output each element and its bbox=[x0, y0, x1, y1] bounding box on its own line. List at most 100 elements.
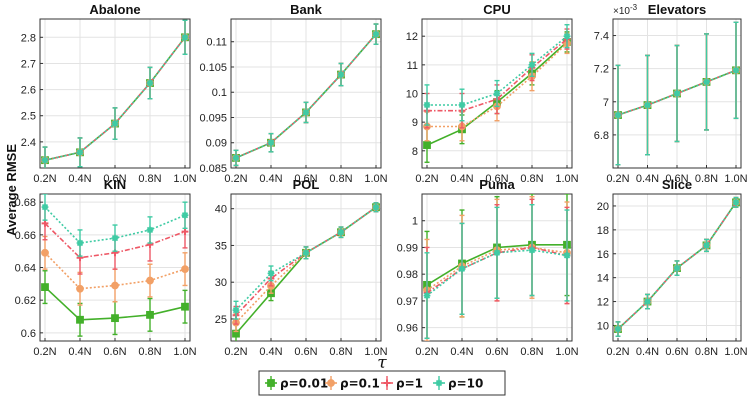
x-tick-label: 0.2N bbox=[33, 173, 56, 185]
data-point bbox=[146, 276, 154, 285]
y-tick-label: 0.105 bbox=[199, 62, 227, 74]
y-tick-label: 7.4 bbox=[594, 31, 609, 43]
legend-marker bbox=[327, 379, 335, 387]
panel-slice: Slice 10 12 14 16 18 20 0.2N 0.4N 0.6N 0.8N 1.0N bbox=[597, 177, 747, 358]
x-tick-label: 0.6N bbox=[485, 346, 508, 358]
x-tick-label: 0.4N bbox=[636, 173, 659, 185]
x-tick-label: 0.2N bbox=[224, 346, 247, 358]
y-tick-label: 10 bbox=[406, 89, 418, 101]
x-tick-label: 1.0N bbox=[555, 173, 578, 185]
exponent-label: ×10-3 bbox=[613, 3, 638, 17]
x-tick-label: 1.0N bbox=[724, 346, 747, 358]
series-line bbox=[427, 38, 568, 112]
y-tick-label: 40 bbox=[215, 204, 227, 216]
series-group bbox=[614, 21, 740, 166]
x-tick-label: 0.4N bbox=[68, 173, 91, 185]
x-tick-label: 0.2N bbox=[606, 173, 629, 185]
panel-kin: KIN 0.6 0.62 0.64 0.66 0.68 0.2N 0.4N 0.6N 0.8N 1.… bbox=[15, 177, 197, 358]
panel-title: POL bbox=[293, 177, 320, 192]
legend-marker bbox=[267, 379, 275, 387]
legend-item: ρ=10 bbox=[433, 376, 483, 391]
y-tick-label: 12 bbox=[597, 297, 609, 309]
x-tick-label: 0.8N bbox=[520, 346, 543, 358]
y-tick-label: 0.09 bbox=[206, 138, 227, 150]
y-tick-label: 7.2 bbox=[594, 64, 609, 76]
panel-puma: Puma 0.96 0.97 0.98 0.99 1 0.2N 0.4N 0.6N 0.8N 1.0… bbox=[397, 177, 579, 358]
y-tick-label: 18 bbox=[597, 225, 609, 237]
x-tick-label: 0.6N bbox=[665, 173, 688, 185]
x-tick-label: 0.2N bbox=[33, 346, 56, 358]
data-point bbox=[181, 228, 189, 235]
y-tick-label: 0.66 bbox=[15, 230, 36, 242]
x-tick-label: 1.0N bbox=[555, 346, 578, 358]
y-tick-label: 0.97 bbox=[397, 296, 418, 308]
x-tick-label: 0.2N bbox=[415, 346, 438, 358]
y-tick-label: 30 bbox=[215, 277, 227, 289]
panel-abalone: Abalone 2.4 2.5 2.6 2.7 2.8 0.2N 0.4N 0.6N 0.8N 1.… bbox=[21, 2, 197, 185]
panel-title: CPU bbox=[483, 2, 510, 17]
y-tick-label: 0.68 bbox=[15, 197, 36, 209]
legend-label: ρ=0.01 bbox=[280, 377, 328, 391]
y-tick-label: 9 bbox=[412, 117, 418, 129]
panel-title: KIN bbox=[104, 177, 126, 192]
y-tick-label: 0.085 bbox=[199, 163, 227, 175]
data-point bbox=[41, 283, 49, 292]
x-tick-label: 0.8N bbox=[329, 173, 352, 185]
legend-label: ρ=10 bbox=[448, 377, 483, 391]
legend: ρ=0.01 ρ=0.1 ρ=1 ρ=10 bbox=[258, 370, 506, 396]
y-tick-label: 6.8 bbox=[594, 130, 609, 142]
y-tick-label: 0.98 bbox=[397, 269, 418, 281]
legend-marker bbox=[383, 379, 391, 387]
legend-item: ρ=0.01 bbox=[265, 376, 328, 391]
y-tick-label: 35 bbox=[215, 240, 227, 252]
panel-title: Slice bbox=[662, 177, 692, 192]
series-line bbox=[427, 42, 568, 128]
y-tick-label: 2.4 bbox=[21, 137, 36, 149]
series-group bbox=[614, 196, 740, 337]
x-tick-label: 0.8N bbox=[695, 346, 718, 358]
series-line bbox=[235, 206, 377, 311]
y-tick-label: 0.6 bbox=[21, 328, 36, 340]
y-tick-label: 16 bbox=[597, 249, 609, 261]
legend-box bbox=[258, 370, 506, 396]
data-point bbox=[181, 302, 189, 311]
y-tick-label: 20 bbox=[597, 201, 609, 213]
x-tick-label: 1.0N bbox=[173, 173, 196, 185]
x-tick-label: 0.4N bbox=[450, 346, 473, 358]
y-axis-label: Average RMSE bbox=[4, 144, 19, 236]
data-point bbox=[41, 220, 49, 227]
data-point bbox=[76, 315, 84, 324]
panel-elevators: Elevators ×10-3 6.8 7 7.2 7.4 0.2N 0.4N 0.6N 0.8N… bbox=[594, 2, 747, 185]
data-point bbox=[423, 141, 431, 149]
series-line bbox=[235, 206, 377, 316]
y-tick-label: 0.64 bbox=[15, 263, 36, 275]
y-tick-label: 2.8 bbox=[21, 32, 36, 44]
x-tick-label: 0.8N bbox=[138, 346, 161, 358]
series-group bbox=[232, 23, 380, 167]
series-group bbox=[423, 194, 571, 341]
data-point bbox=[146, 310, 154, 319]
panels: Abalone 2.4 2.5 2.6 2.7 2.8 0.2N 0.4N 0.6N 0.8N 1.… bbox=[15, 2, 747, 358]
legend-item: ρ=0.1 bbox=[325, 376, 380, 391]
y-tick-label: 2.7 bbox=[21, 58, 36, 70]
y-tick-label: 11 bbox=[407, 60, 418, 72]
x-tick-label: 0.2N bbox=[606, 346, 629, 358]
panel-cpu: CPU 8 9 10 11 12 0.2N 0.4N 0.6N 0.8N 1.0N bbox=[406, 2, 579, 185]
panel-title: Puma bbox=[479, 177, 515, 192]
series-group bbox=[41, 194, 189, 337]
data-point bbox=[111, 281, 119, 290]
data-point bbox=[41, 248, 49, 257]
x-tick-label: 0.4N bbox=[259, 346, 282, 358]
x-tick-label: 0.8N bbox=[695, 173, 718, 185]
y-tick-label: 0.11 bbox=[206, 37, 227, 49]
legend-item: ρ=1 bbox=[381, 376, 423, 391]
series-line bbox=[617, 69, 737, 116]
x-tick-label: 0.2N bbox=[415, 173, 438, 185]
series-group bbox=[41, 19, 189, 168]
legend-label: ρ=1 bbox=[396, 377, 423, 391]
y-tick-label: 12 bbox=[406, 31, 418, 43]
panel-title: Elevators bbox=[648, 2, 707, 17]
y-tick-label: 1 bbox=[412, 216, 418, 228]
x-tick-label: 0.6N bbox=[485, 173, 508, 185]
